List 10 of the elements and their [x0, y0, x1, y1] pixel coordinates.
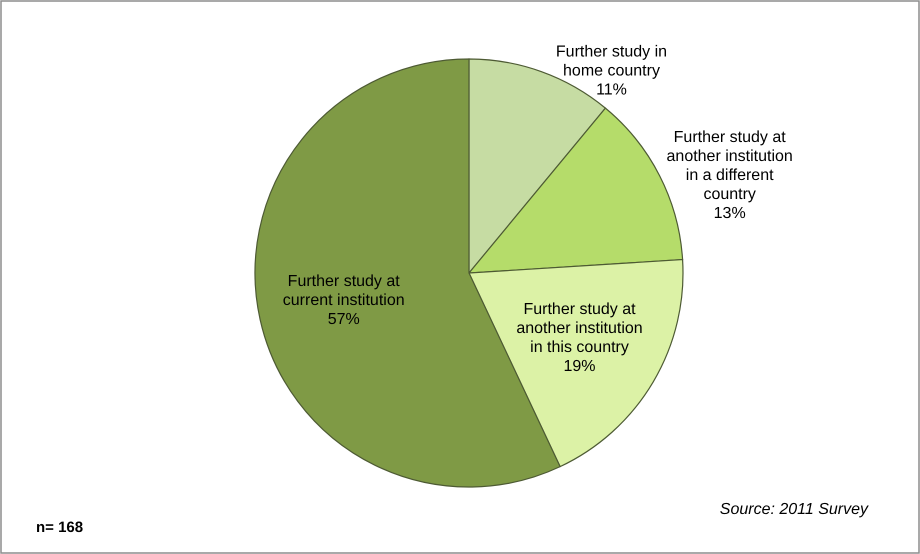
slice-label: Further study at another institution in this country	[516, 301, 643, 356]
slice-label: Further study at another institution in a different country	[666, 129, 793, 204]
text: n= 168	[36, 519, 84, 536]
slice-label: Further study at current institution	[282, 273, 405, 310]
data-label: 19%	[564, 358, 596, 376]
data-label: 57%	[328, 311, 360, 328]
data-label: 11%	[596, 82, 627, 99]
slice-label: Further study in home country	[556, 44, 668, 80]
data-label: 13%	[714, 205, 746, 222]
source-note: Source: 2011 Survey	[720, 501, 869, 518]
